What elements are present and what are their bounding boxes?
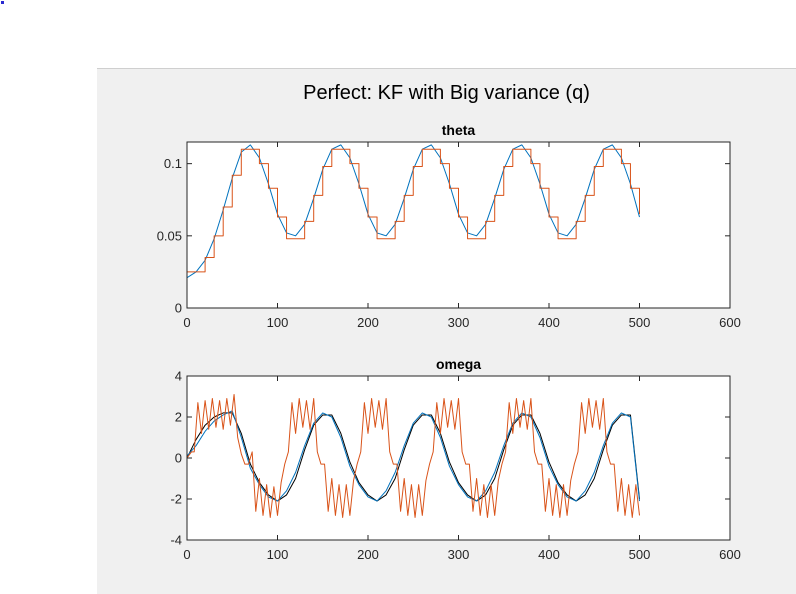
axes-title: omega [436, 356, 481, 372]
x-tick-label: 100 [267, 547, 289, 562]
axes-title: theta [442, 122, 476, 138]
y-tick-label: 0 [175, 451, 182, 466]
y-tick-label: 4 [175, 369, 182, 384]
x-tick-label: 100 [267, 315, 289, 330]
x-tick-label: 0 [183, 547, 190, 562]
y-tick-label: 0 [175, 301, 182, 316]
x-tick-label: 400 [538, 547, 560, 562]
x-tick-label: 0 [183, 315, 190, 330]
x-tick-label: 500 [629, 547, 651, 562]
x-tick-label: 600 [719, 547, 741, 562]
y-tick-label: -2 [170, 492, 182, 507]
axes-1: 0 100 200 300 400 500 600 0 0.05 0.1 theta [157, 122, 741, 330]
corner-marker [1, 1, 4, 4]
series-line-stepped [187, 148, 640, 273]
y-tick-label: 2 [175, 410, 182, 425]
x-tick-label: 500 [629, 315, 651, 330]
x-tick-label: 200 [357, 547, 379, 562]
series-line-noisy-estimate [187, 393, 640, 518]
y-tick-label: -4 [170, 533, 182, 548]
x-tick-label: 600 [719, 315, 741, 330]
x-tick-label: 300 [448, 315, 470, 330]
plot-area [187, 142, 730, 308]
figure-title: Perfect: KF with Big variance (q) [303, 82, 590, 104]
x-tick-label: 300 [448, 547, 470, 562]
x-tick-label: 200 [357, 315, 379, 330]
y-tick-label: 0.1 [164, 156, 182, 171]
y-tick-label: 0.05 [157, 228, 182, 243]
x-tick-label: 400 [538, 315, 560, 330]
axes-2: 0 100 200 300 400 500 600 -4 -2 0 2 4 omega [170, 356, 740, 562]
